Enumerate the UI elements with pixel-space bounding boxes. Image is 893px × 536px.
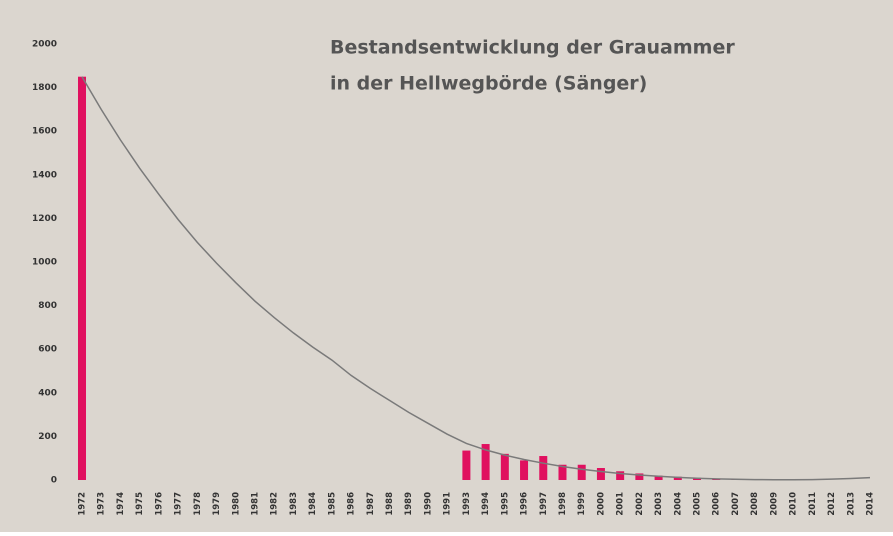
- x-tick-label: 2014: [866, 492, 876, 516]
- bar: [578, 465, 586, 480]
- x-tick-label: 2005: [693, 492, 703, 516]
- bar: [597, 468, 605, 480]
- x-tick-label: 1982: [270, 492, 280, 516]
- y-tick-label: 400: [38, 388, 57, 398]
- y-tick-label: 1000: [32, 258, 57, 268]
- x-tick-label: 1989: [404, 492, 414, 516]
- x-tick-label: 2004: [673, 492, 683, 516]
- y-tick-label: 600: [38, 345, 57, 355]
- x-tick-label: 1997: [539, 492, 549, 516]
- x-tick-label: 1996: [520, 492, 530, 516]
- bar: [520, 460, 528, 480]
- x-tick-label: 2007: [731, 492, 741, 516]
- x-tick-label: 1988: [385, 492, 395, 516]
- x-tick-label: 1990: [423, 492, 433, 516]
- x-tick-label: 2002: [635, 492, 645, 516]
- x-tick-label: 1981: [250, 492, 260, 516]
- bar: [462, 451, 470, 480]
- bar: [78, 77, 86, 480]
- y-tick-label: 2000: [32, 40, 57, 50]
- x-tick-label: 2008: [750, 492, 760, 516]
- x-tick-label: 1976: [154, 492, 164, 516]
- y-tick-label: 1200: [32, 214, 57, 224]
- x-tick-label: 1987: [366, 492, 376, 516]
- x-tick-label: 1993: [462, 492, 472, 516]
- x-tick-label: 1998: [558, 492, 568, 516]
- x-tick-label: 1973: [97, 492, 107, 516]
- x-tick-label: 1972: [78, 492, 88, 516]
- x-tick-label: 1980: [231, 492, 241, 516]
- x-tick-label: 1995: [500, 492, 510, 516]
- x-tick-label: 2009: [769, 492, 779, 516]
- y-tick-label: 1400: [32, 170, 57, 180]
- x-tick-label: 1983: [289, 492, 299, 516]
- bar: [539, 456, 547, 480]
- x-tick-label: 2006: [712, 492, 722, 516]
- x-tick-label: 1978: [193, 492, 203, 516]
- x-tick-label: 1975: [135, 492, 145, 516]
- chart-title: Bestandsentwicklung der Grauammer: [330, 37, 735, 59]
- x-tick-label: 1979: [212, 492, 222, 516]
- chart-title: in der Hellwegbörde (Sänger): [330, 73, 647, 95]
- y-tick-label: 200: [38, 432, 57, 442]
- y-tick-label: 1800: [32, 83, 57, 93]
- bar: [501, 454, 509, 480]
- x-tick-label: 1977: [174, 492, 184, 516]
- x-tick-label: 1985: [327, 492, 337, 516]
- x-tick-label: 1974: [116, 492, 126, 516]
- x-tick-label: 1999: [577, 492, 587, 516]
- x-tick-label: 1986: [347, 492, 357, 516]
- x-tick-label: 2000: [596, 492, 606, 516]
- x-tick-label: 1994: [481, 492, 491, 516]
- x-tick-label: 2010: [789, 492, 799, 516]
- y-tick-label: 0: [51, 476, 57, 486]
- x-tick-label: 1984: [308, 492, 318, 516]
- y-tick-label: 800: [38, 301, 57, 311]
- x-tick-label: 2012: [827, 492, 837, 516]
- x-tick-label: 2013: [846, 492, 856, 516]
- y-tick-label: 1600: [32, 127, 57, 137]
- x-tick-label: 2001: [616, 492, 626, 516]
- x-tick-label: 2011: [808, 492, 818, 516]
- x-tick-label: 2003: [654, 492, 664, 516]
- x-tick-label: 1991: [443, 492, 453, 516]
